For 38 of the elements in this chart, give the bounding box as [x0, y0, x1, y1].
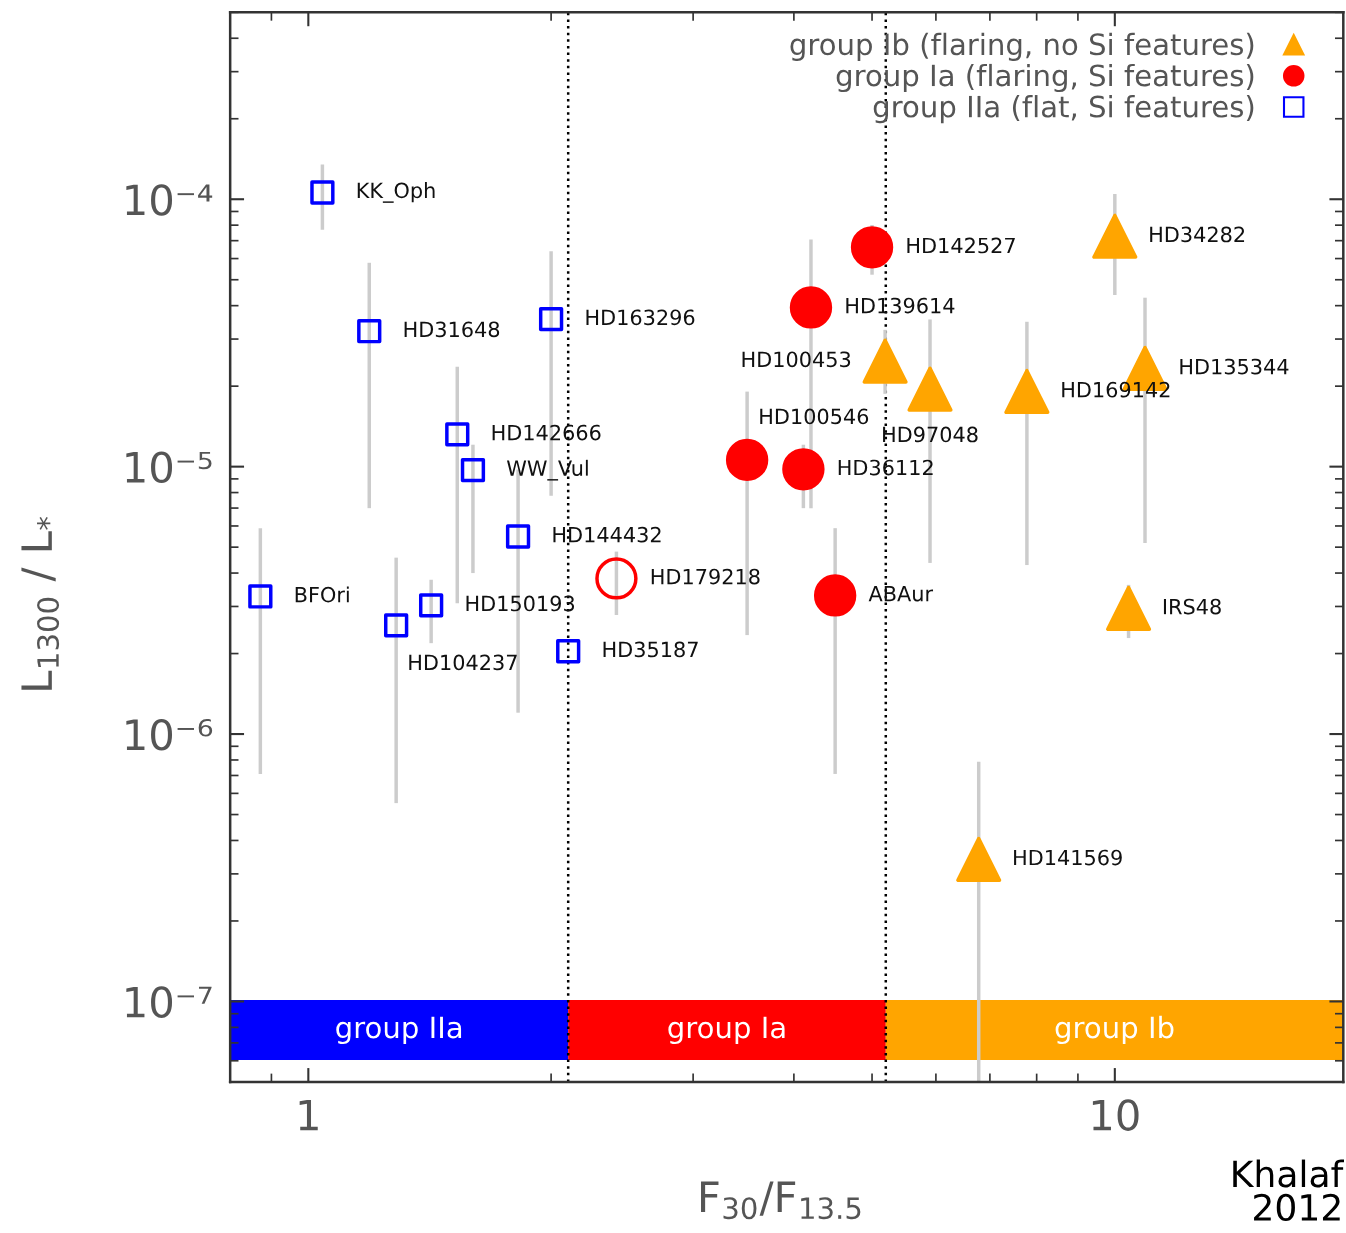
annotation: HD169142 [1062, 381, 1170, 398]
y-tick-label: 10⁻⁵ [126, 451, 212, 484]
annotation: HD163296 [586, 309, 695, 326]
band-label: group Ia [668, 1016, 785, 1045]
band-label: group Ib [1055, 1015, 1174, 1045]
annotation: HD139614 [846, 297, 955, 314]
annotation: HD31648 [404, 321, 500, 338]
annotation: HD150193 [466, 595, 575, 612]
annotation: IRS48 [1163, 598, 1221, 615]
legend-label: group Ia (flaring, Si features) [836, 63, 1254, 93]
y-axis-title: L$_{1300}$ / L$_{*}$ [21, 516, 60, 690]
band-label: group IIa [336, 1016, 462, 1045]
y-tick-label: 10⁻⁴ [126, 184, 213, 216]
x-axis-title: F$_{30}$/F$_{13.5}$ [701, 1181, 861, 1220]
legend-label: group IIa (flat, Si features) [873, 95, 1254, 124]
legend-label: group Ib (flaring, no Si features) [790, 32, 1254, 61]
annotation: HD100546 [760, 408, 869, 425]
y-tick-label: 10⁻⁷ [126, 986, 212, 1018]
annotation: HD34282 [1150, 226, 1245, 243]
annotation: HD142666 [492, 424, 601, 441]
annotation: HD179218 [651, 568, 760, 585]
x-tick-label: 1 [299, 1099, 318, 1131]
annotation: HD100453 [742, 351, 851, 368]
y-tick-label: 10⁻⁶ [126, 718, 213, 751]
annotation: HD142527 [907, 237, 1015, 254]
annotation: HD135344 [1180, 358, 1289, 375]
text: Khalaf 2012 [1233, 1159, 1344, 1222]
annotation: ABAur [868, 585, 934, 602]
annotation: KK_Oph [357, 182, 435, 203]
annotation: HD97048 [883, 426, 978, 443]
annotation: HD141569 [1014, 849, 1122, 866]
annotation: HD35187 [603, 641, 698, 658]
x-tick-label: 10 [1092, 1099, 1139, 1131]
annotation: WW_Vul [506, 459, 588, 481]
annotation: HD36112 [838, 459, 933, 476]
annotation: HD144432 [553, 526, 661, 543]
annotation: HD104237 [409, 654, 517, 671]
annotation: BFOri [295, 586, 349, 603]
